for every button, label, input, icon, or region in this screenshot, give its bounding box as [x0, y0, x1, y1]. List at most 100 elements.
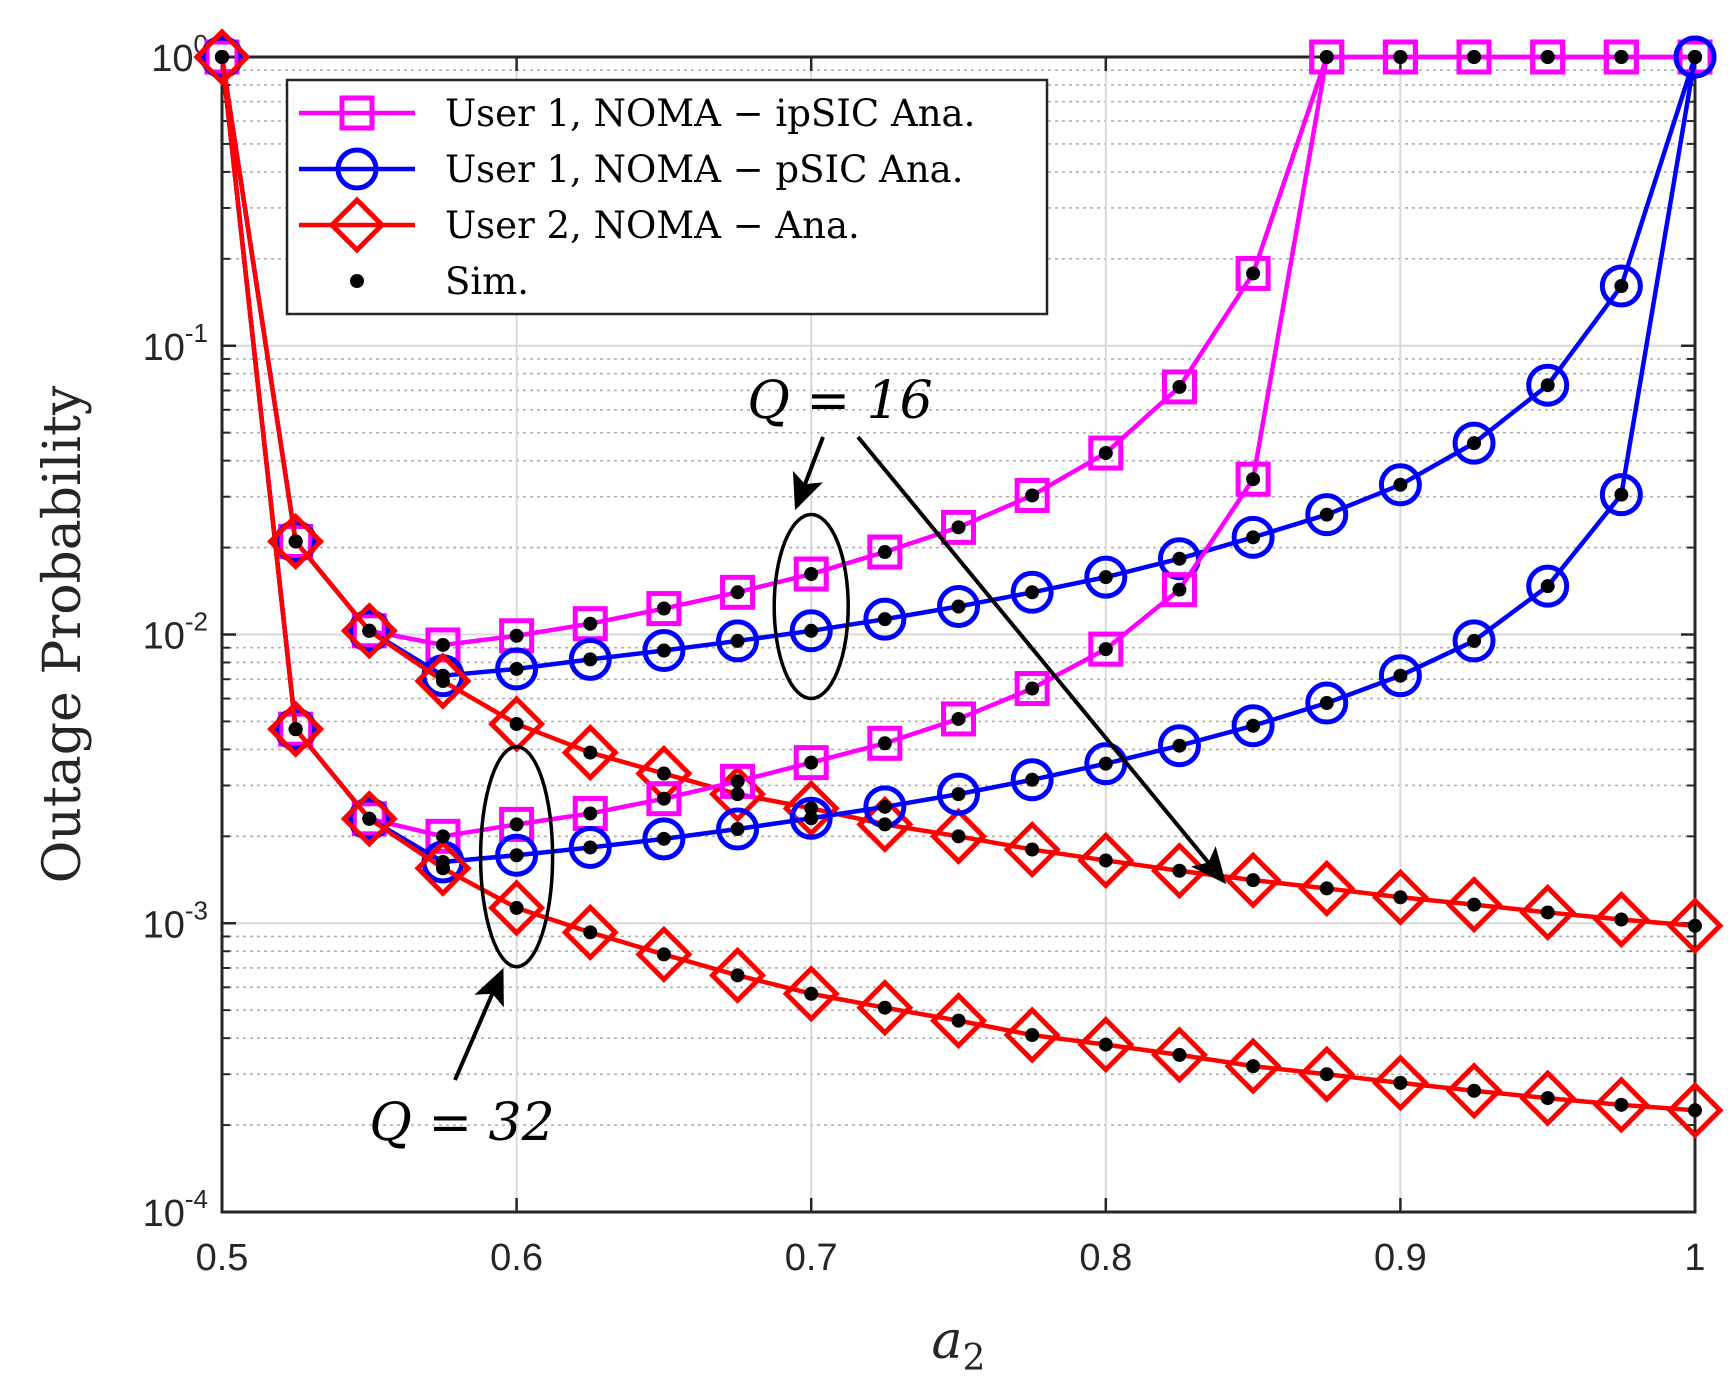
- sim-point: [1246, 718, 1261, 733]
- data-point: [1519, 883, 1577, 941]
- data-point: [1309, 39, 1345, 75]
- data-point: [425, 818, 461, 854]
- q32-label: Q = 32: [369, 1093, 554, 1153]
- data-point: [1603, 39, 1639, 75]
- sim-point: [1246, 530, 1261, 545]
- data-point: [856, 979, 914, 1037]
- data-point: [716, 807, 760, 851]
- legend-label: User 1, NOMA − ipSIC Ana.: [445, 92, 975, 135]
- sim-point: [1098, 853, 1113, 868]
- data-point: [1014, 477, 1050, 513]
- data-point: [1371, 868, 1429, 926]
- data-point: [1666, 897, 1724, 955]
- sim-point: [1025, 772, 1040, 787]
- sim-point: [288, 722, 303, 737]
- data-point: [1003, 821, 1061, 879]
- data-point: [1084, 555, 1128, 599]
- sim-point: [1172, 1047, 1187, 1062]
- sim-point: [583, 806, 598, 821]
- x-tick-label: 0.5: [196, 1237, 249, 1279]
- data-point: [1456, 39, 1492, 75]
- sim-point: [1025, 1028, 1040, 1043]
- sim-point: [877, 612, 892, 627]
- sim-point: [1688, 50, 1702, 64]
- data-point: [568, 637, 612, 681]
- data-point: [1150, 1026, 1208, 1084]
- data-point: [351, 801, 387, 837]
- y-tick-label: 10-1: [143, 318, 208, 369]
- legend-marker: [335, 147, 379, 191]
- sim-point: [1172, 551, 1187, 566]
- data-point: [499, 806, 535, 842]
- sim-point: [730, 968, 745, 983]
- data-point: [1599, 473, 1643, 517]
- sim-point: [1025, 842, 1040, 857]
- sim-point: [583, 925, 598, 940]
- data-point: [1235, 255, 1271, 291]
- data-point: [646, 591, 682, 627]
- y-tick-label: 10-4: [143, 1184, 208, 1235]
- data-point: [1526, 363, 1570, 407]
- data-point: [495, 647, 539, 691]
- sim-point: [1319, 1067, 1334, 1082]
- sim-point: [583, 745, 598, 760]
- sim-point: [951, 520, 966, 535]
- data-point: [1224, 1037, 1282, 1095]
- data-point: [1161, 572, 1197, 608]
- data-point: [1452, 421, 1496, 465]
- legend-entry: User 1, NOMA − ipSIC Ana.: [299, 92, 975, 135]
- data-point: [793, 556, 829, 592]
- data-point: [561, 724, 619, 782]
- sim-point: [509, 716, 524, 731]
- sim-point: [951, 787, 966, 802]
- data-point: [414, 839, 472, 897]
- sim-point: [1393, 50, 1408, 64]
- sim-point: [362, 623, 377, 638]
- legend-marker: [328, 196, 386, 254]
- sim-point: [1393, 668, 1408, 683]
- data-point: [1231, 704, 1275, 748]
- sim-point: [877, 736, 892, 751]
- data-point: [488, 695, 546, 753]
- q16-ellipse: [772, 512, 850, 701]
- data-point: [1010, 758, 1054, 802]
- sim-point: [951, 829, 966, 844]
- sim-point: [1540, 579, 1555, 594]
- data-point: [1530, 39, 1566, 75]
- data-point: [1088, 631, 1124, 667]
- sim-point: [1319, 507, 1334, 522]
- q16-label: Q = 16: [747, 371, 932, 431]
- sim-point: [509, 848, 524, 863]
- data-point: [867, 534, 903, 570]
- data-point: [716, 619, 760, 663]
- legend-entry: User 1, NOMA − pSIC Ana.: [299, 147, 964, 191]
- data-point: [568, 825, 612, 869]
- sim-point: [1614, 1097, 1629, 1112]
- sim-point: [1098, 642, 1113, 657]
- sim-point: [1393, 477, 1408, 492]
- sim-point: [435, 829, 450, 844]
- data-point: [1224, 851, 1282, 909]
- data-point: [414, 652, 472, 710]
- data-point: [863, 597, 907, 641]
- data-point: [642, 817, 686, 861]
- sim-point: [1540, 50, 1555, 64]
- data-point: [1088, 435, 1124, 471]
- x-tick-label: 1: [1684, 1237, 1705, 1279]
- legend-box: [285, 78, 1049, 316]
- sim-point: [1246, 266, 1261, 281]
- data-point: [1599, 264, 1643, 308]
- data-point: [1666, 1081, 1724, 1139]
- sim-point: [509, 900, 524, 915]
- data-point: [782, 779, 840, 837]
- q16-arrow-to-curves: [856, 435, 1227, 885]
- data-point: [1014, 671, 1050, 707]
- x-axis-label: a2: [932, 1311, 986, 1379]
- data-point: [941, 701, 976, 737]
- sim-point: [1319, 696, 1334, 711]
- data-point: [561, 903, 619, 961]
- legend-label: User 1, NOMA − pSIC Ana.: [445, 148, 964, 191]
- data-point: [347, 609, 391, 653]
- data-point: [267, 512, 325, 570]
